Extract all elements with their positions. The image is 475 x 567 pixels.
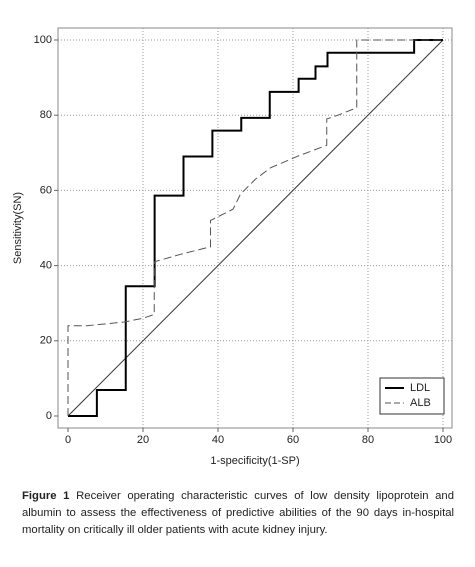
roc-curve bbox=[67, 39, 443, 416]
caption-label: Figure 1 bbox=[22, 490, 70, 502]
roc-curve bbox=[68, 39, 443, 417]
x-tick-label: 60 bbox=[287, 434, 299, 446]
legend-label: ALB bbox=[410, 397, 431, 409]
x-tick-label: 100 bbox=[434, 434, 452, 446]
x-axis-label: 1-specificity(1-SP) bbox=[210, 455, 299, 467]
legend-label: LDL bbox=[410, 382, 430, 394]
y-tick-label: 100 bbox=[34, 34, 52, 46]
reference-line bbox=[67, 39, 444, 417]
x-tick-label: 80 bbox=[362, 434, 374, 446]
y-tick-label: 60 bbox=[40, 184, 52, 196]
chart: 1-specificity(1-SP) Sensitivity(SN) 0 20 4… bbox=[12, 27, 453, 467]
plot-frame bbox=[57, 27, 453, 429]
y-tick-label: 40 bbox=[40, 260, 52, 272]
x-tick-label: 40 bbox=[212, 434, 224, 446]
caption-text: Receiver operating characteristic curves… bbox=[22, 490, 454, 536]
y-tick-label: 80 bbox=[40, 109, 52, 121]
x-tick-label: 20 bbox=[137, 434, 149, 446]
y-axis-label: Sensitivity(SN) bbox=[12, 192, 24, 264]
legend-box bbox=[379, 377, 445, 415]
caption: Figure 1 Receiver operating characterist… bbox=[22, 488, 454, 539]
y-tick-label: 20 bbox=[40, 335, 52, 347]
y-tick-label: 0 bbox=[46, 410, 52, 422]
x-tick-label: 0 bbox=[65, 434, 71, 446]
